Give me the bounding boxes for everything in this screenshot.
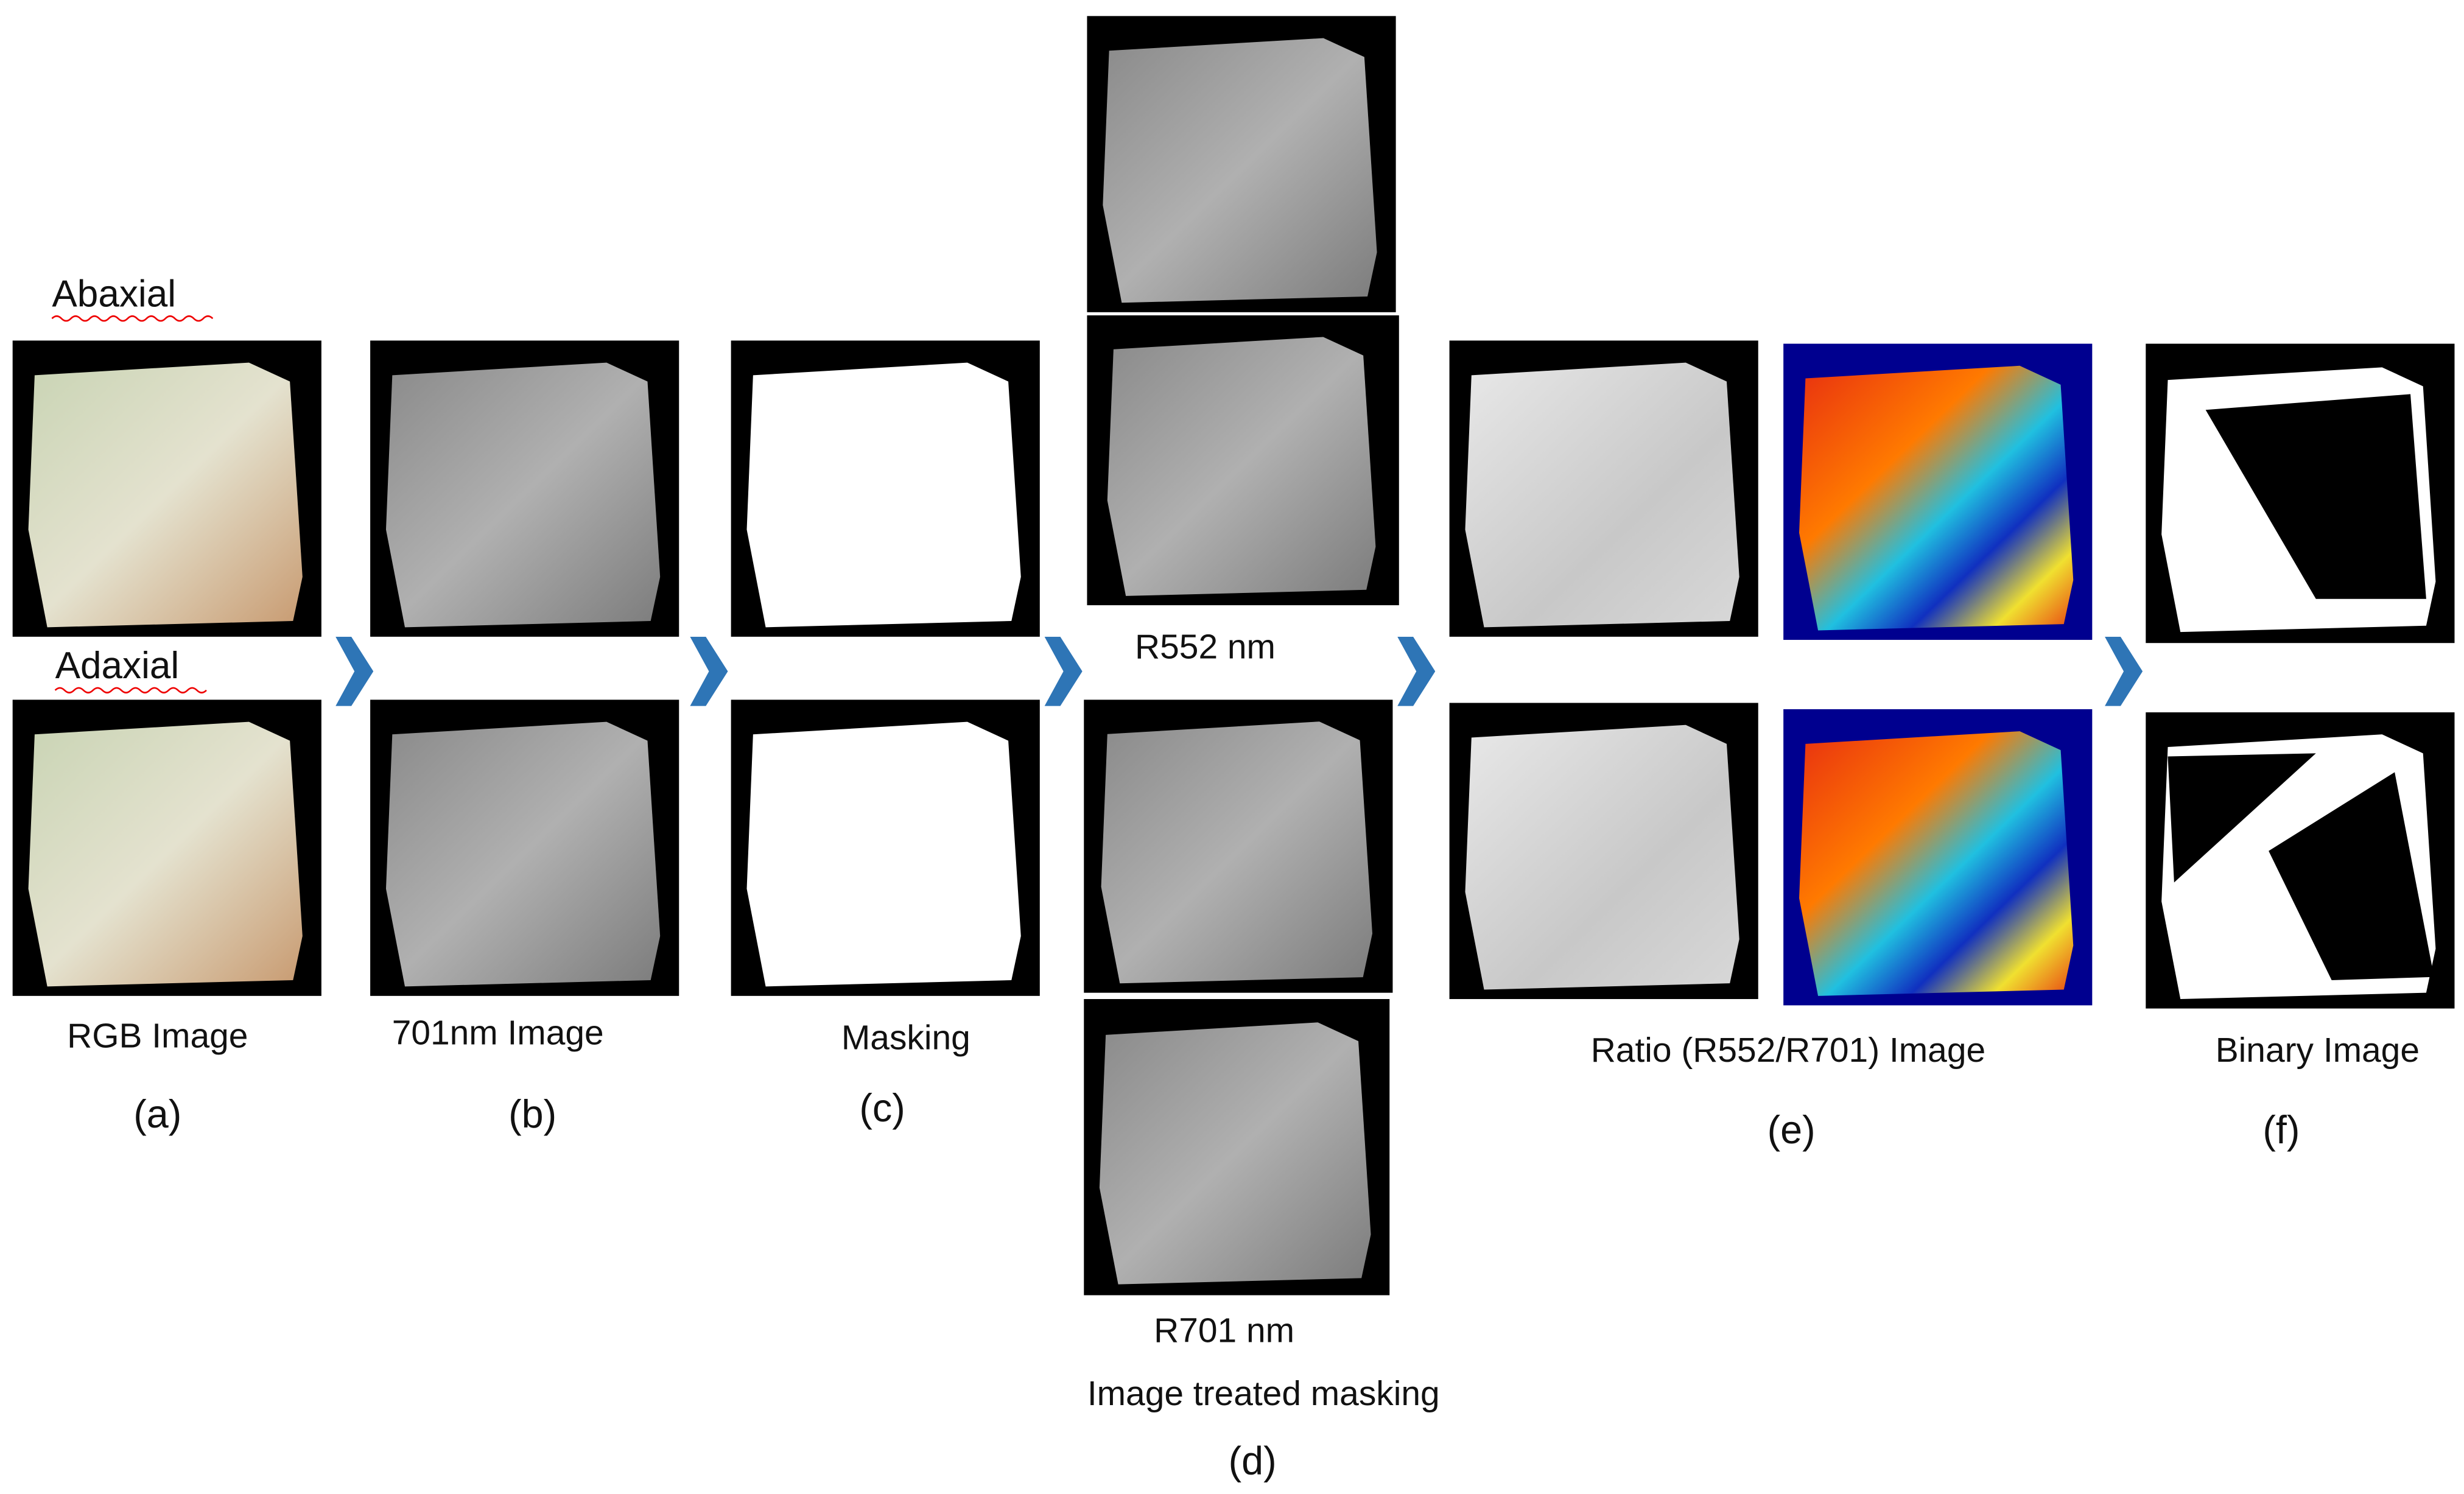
leaf [1107,337,1376,596]
spell-underline [51,315,214,322]
leaf [1465,724,1739,990]
leaf [385,362,661,628]
caption: R701 nm [1154,1311,1294,1350]
caption: R552 nm [1135,628,1276,667]
panel-letter: (a) [133,1092,181,1136]
panel-letter: (f) [2262,1107,2300,1152]
leaf [1465,362,1739,628]
binary-region [2167,753,2434,980]
caption: Ratio (R552/R701) Image [1591,1031,1985,1070]
leaf [1101,721,1373,984]
arrow [335,636,374,706]
caption: Masking [841,1018,971,1057]
adaxial-label: Adaxial [55,645,180,687]
leaf [746,362,1021,628]
arrow [690,636,728,706]
leaf [1799,731,2074,996]
caption: Image treated masking [1087,1374,1440,1413]
panel-letter: (e) [1767,1107,1816,1152]
leaf [28,362,303,628]
leaf [1799,365,2074,631]
panel-letter: (c) [859,1085,905,1130]
spell-underline [54,687,207,694]
arrow [1044,636,1083,706]
caption: RGB Image [67,1017,248,1056]
panel-letter: (b) [508,1092,556,1136]
leaf [1103,38,1377,303]
caption: Binary Image [2216,1031,2420,1070]
leaf [1099,1022,1371,1285]
panel-letter: (d) [1229,1438,1277,1482]
leaf [385,721,661,987]
arrow [1397,636,1436,706]
leaf [746,721,1021,987]
leaf [28,721,303,987]
binary-region [2205,394,2426,599]
caption: 701nm Image [392,1014,604,1053]
abaxial-label: Abaxial [52,273,176,315]
arrow [2105,636,2143,706]
